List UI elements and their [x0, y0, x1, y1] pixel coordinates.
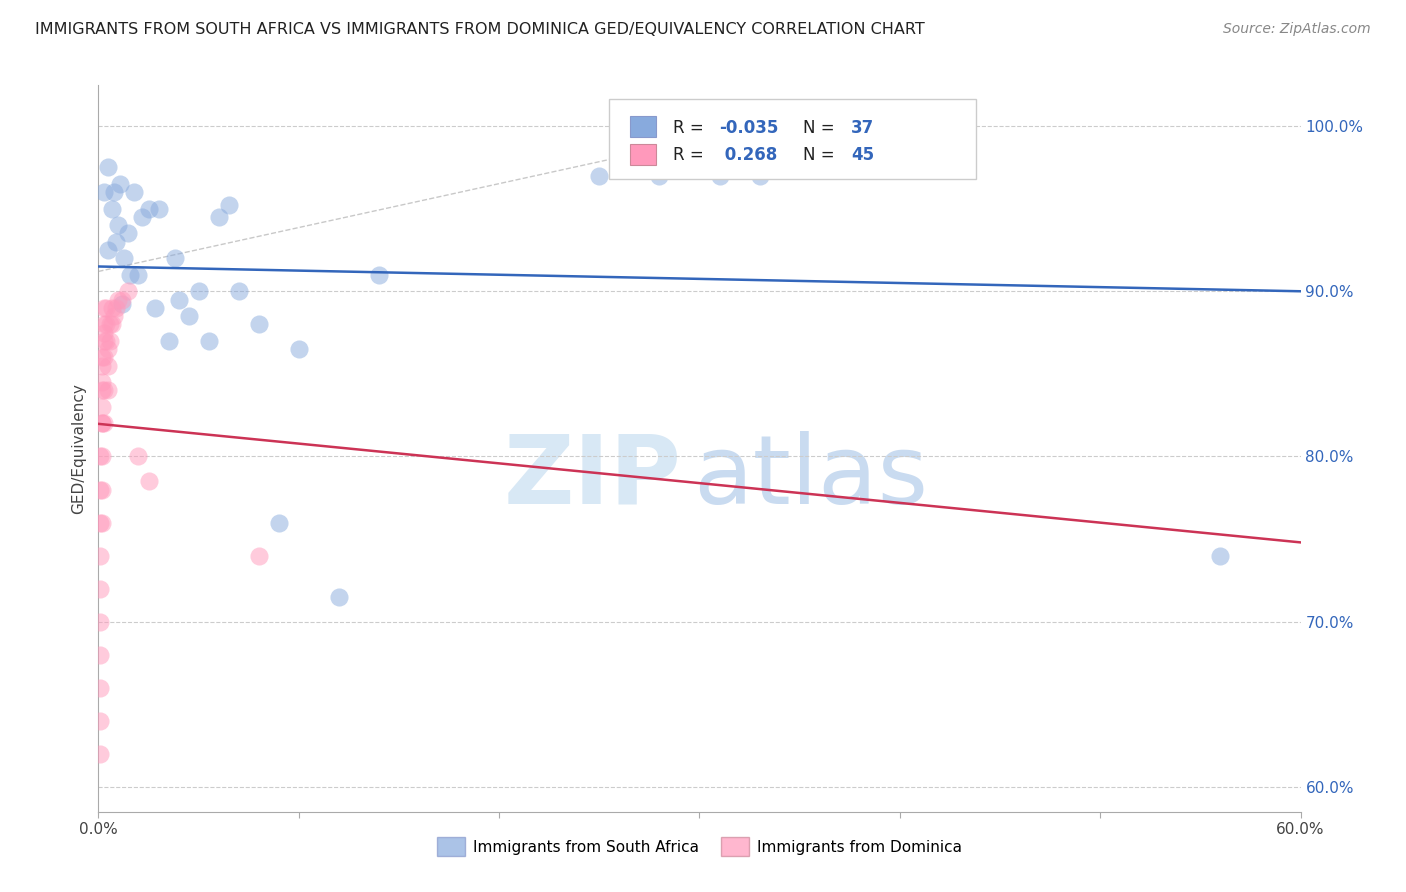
Point: [93, 417, 115, 431]
Point: [128, 268, 150, 282]
FancyBboxPatch shape: [609, 99, 976, 179]
Point: [197, 334, 219, 348]
Point: [96, 334, 118, 348]
Point: [163, 251, 186, 265]
Point: [1209, 549, 1232, 563]
Text: R =: R =: [673, 119, 709, 136]
Point: [208, 210, 231, 224]
Point: [105, 235, 128, 249]
Point: [100, 318, 122, 332]
Text: 37: 37: [851, 119, 875, 136]
FancyBboxPatch shape: [630, 144, 657, 165]
Point: [89, 549, 111, 563]
Point: [97, 243, 120, 257]
Point: [89, 681, 111, 695]
Point: [111, 297, 134, 311]
Point: [89, 450, 111, 464]
Point: [89, 483, 111, 497]
Text: -0.035: -0.035: [718, 119, 778, 136]
Point: [157, 334, 180, 348]
Point: [93, 185, 115, 199]
Point: [588, 169, 610, 183]
Point: [93, 318, 115, 332]
Point: [91, 417, 114, 431]
Text: atlas: atlas: [693, 431, 928, 524]
Point: [247, 549, 270, 563]
Point: [648, 169, 671, 183]
Point: [96, 301, 118, 315]
Point: [228, 285, 250, 299]
Point: [93, 351, 115, 365]
Point: [101, 202, 124, 216]
Point: [138, 475, 160, 489]
Point: [91, 516, 114, 530]
Point: [148, 202, 170, 216]
Point: [105, 301, 128, 315]
Point: [93, 326, 115, 340]
Point: [267, 516, 290, 530]
Point: [328, 590, 350, 604]
Point: [97, 342, 120, 356]
Point: [103, 309, 125, 323]
Point: [187, 285, 209, 299]
Point: [247, 318, 270, 332]
Point: [709, 169, 731, 183]
Point: [111, 293, 134, 307]
Point: [91, 359, 114, 373]
Point: [288, 342, 311, 356]
Point: [89, 648, 111, 662]
Point: [101, 318, 124, 332]
Point: [117, 227, 139, 241]
Point: [91, 351, 114, 365]
Point: [138, 202, 160, 216]
Point: [89, 747, 111, 761]
Point: [93, 301, 115, 315]
Point: [89, 615, 111, 629]
Text: N =: N =: [803, 146, 839, 164]
Point: [107, 293, 129, 307]
Point: [117, 285, 139, 299]
Point: [124, 185, 146, 199]
Point: [110, 177, 132, 191]
Point: [89, 516, 111, 530]
Point: [167, 293, 190, 307]
FancyBboxPatch shape: [630, 116, 657, 137]
Point: [128, 450, 150, 464]
Point: [100, 334, 122, 348]
Text: ZIP: ZIP: [503, 431, 682, 524]
Point: [748, 169, 770, 183]
Point: [114, 251, 136, 265]
Point: [97, 384, 120, 398]
Text: Source: ZipAtlas.com: Source: ZipAtlas.com: [1223, 22, 1371, 37]
Point: [96, 318, 118, 332]
Point: [131, 210, 153, 224]
Point: [177, 309, 200, 323]
Text: 45: 45: [851, 146, 875, 164]
Legend: Immigrants from South Africa, Immigrants from Dominica: Immigrants from South Africa, Immigrants…: [432, 831, 967, 863]
Point: [107, 218, 129, 232]
Text: N =: N =: [803, 119, 839, 136]
Point: [91, 483, 114, 497]
Point: [91, 375, 114, 389]
Text: IMMIGRANTS FROM SOUTH AFRICA VS IMMIGRANTS FROM DOMINICA GED/EQUIVALENCY CORRELA: IMMIGRANTS FROM SOUTH AFRICA VS IMMIGRAN…: [35, 22, 925, 37]
Point: [89, 582, 111, 596]
Point: [91, 417, 114, 431]
Point: [103, 185, 125, 199]
Point: [93, 384, 115, 398]
Point: [91, 450, 114, 464]
Point: [368, 268, 391, 282]
Point: [89, 714, 111, 728]
Y-axis label: GED/Equivalency: GED/Equivalency: [72, 383, 87, 514]
Point: [120, 268, 142, 282]
Point: [218, 198, 240, 212]
Text: R =: R =: [673, 146, 709, 164]
Point: [93, 334, 115, 348]
Point: [101, 301, 124, 315]
Point: [97, 161, 120, 175]
Text: 0.268: 0.268: [718, 146, 778, 164]
Point: [91, 400, 114, 414]
Point: [97, 359, 120, 373]
Point: [143, 301, 166, 315]
Point: [91, 384, 114, 398]
